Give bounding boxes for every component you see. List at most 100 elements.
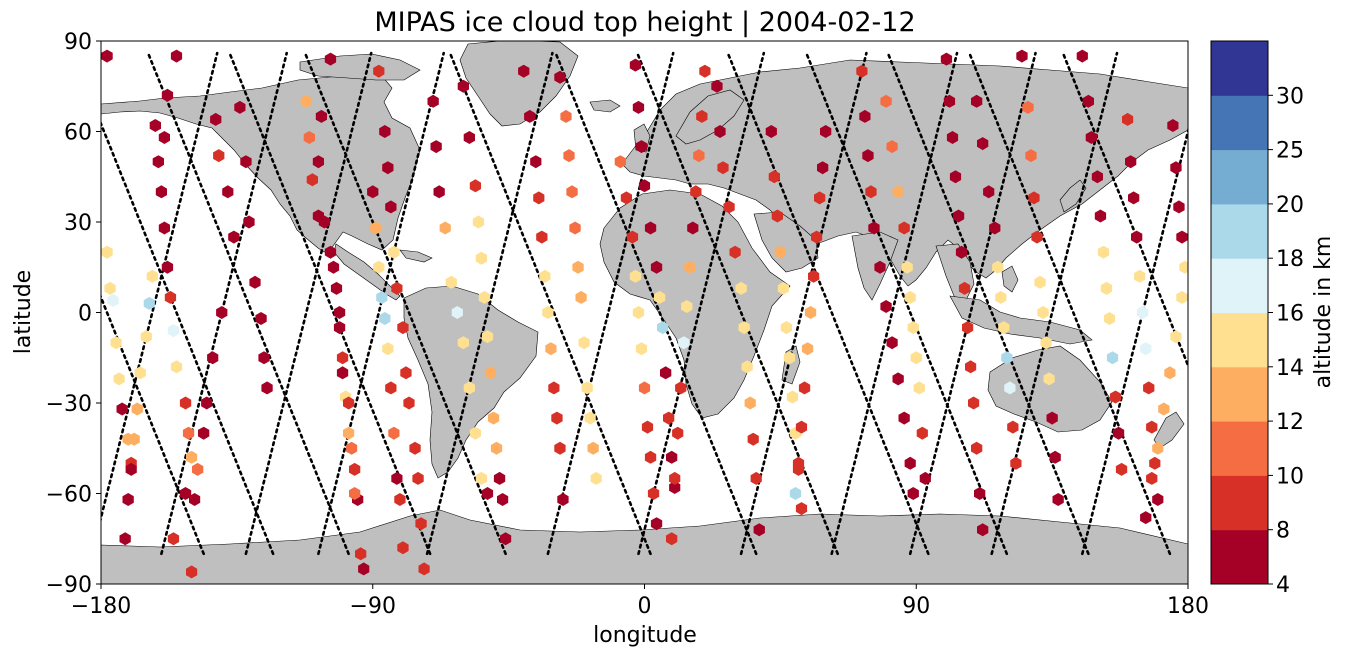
cloud-observation-marker	[243, 215, 255, 229]
cloud-observation-marker	[490, 441, 503, 455]
cloud-observation-marker	[258, 351, 270, 365]
cloud-observation-marker	[234, 100, 246, 114]
landmass-new-zealand	[1153, 411, 1185, 449]
cloud-observation-marker	[125, 462, 137, 476]
cloud-observation-marker	[107, 293, 119, 307]
cloud-observation-marker	[1097, 245, 1110, 259]
colorbar-segment	[1211, 529, 1268, 585]
cloud-observation-marker	[333, 306, 346, 319]
cloud-observation-marker	[1004, 381, 1016, 395]
cloud-observation-marker	[1094, 209, 1107, 223]
cloud-observation-marker	[792, 456, 805, 470]
cloud-observation-marker	[669, 481, 681, 494]
cloud-observation-marker	[152, 155, 164, 169]
cloud-observation-marker	[472, 215, 485, 229]
cloud-observation-marker	[349, 487, 361, 500]
colorbar-segment	[1211, 95, 1268, 151]
landmass-scandinavia	[675, 89, 745, 145]
cloud-observation-marker	[940, 52, 953, 66]
colorbar-tick-label: 8	[1276, 519, 1290, 544]
x-tick-label: 90	[902, 594, 930, 619]
orbit-track	[101, 293, 205, 556]
cloud-observation-marker	[336, 366, 349, 380]
cloud-observation-marker	[179, 487, 192, 500]
cloud-observation-marker	[892, 372, 904, 386]
x-tick-label: −180	[71, 594, 131, 619]
colorbar-tick-label: 14	[1276, 356, 1304, 381]
cloud-observation-marker	[575, 290, 587, 304]
cloud-observation-marker	[1043, 372, 1055, 386]
cloud-observation-marker	[699, 64, 711, 78]
cloud-observation-marker	[358, 562, 370, 576]
cloud-observation-marker	[910, 351, 922, 365]
cloud-observation-marker	[1031, 230, 1043, 244]
orbit-track	[244, 51, 373, 556]
cloud-observation-marker	[578, 336, 590, 350]
cloud-observation-marker	[1040, 336, 1052, 350]
cloud-observation-marker	[946, 131, 959, 144]
cloud-observation-marker	[569, 221, 581, 235]
cloud-observation-marker	[255, 312, 267, 325]
cloud-observation-marker	[898, 221, 910, 235]
cloud-observation-marker	[536, 230, 548, 244]
cloud-observation-marker	[427, 94, 439, 108]
colorbar-tick-label: 12	[1276, 410, 1304, 435]
cloud-observation-marker	[545, 342, 557, 356]
cloud-observation-marker	[430, 140, 442, 154]
cloud-observation-marker	[560, 109, 572, 123]
cloud-observation-marker	[1128, 191, 1140, 205]
cloud-observation-marker	[1164, 366, 1176, 380]
cloud-observation-marker	[563, 149, 575, 163]
cloud-observation-marker	[983, 185, 995, 199]
cloud-observation-marker	[451, 306, 463, 319]
cloud-observation-marker	[747, 432, 759, 446]
cloud-observation-marker	[632, 100, 645, 114]
cloud-observation-marker	[324, 245, 337, 259]
cloud-observation-marker	[373, 260, 385, 274]
cloud-observation-marker	[1028, 191, 1040, 205]
cloud-observation-marker	[635, 342, 648, 356]
cloud-observation-marker	[584, 411, 596, 425]
y-axis-label: latitude	[11, 270, 36, 354]
cloud-observation-marker	[376, 290, 388, 304]
cloud-observation-marker	[801, 342, 814, 356]
cloud-observation-marker	[1158, 402, 1170, 416]
cloud-observation-marker	[735, 281, 747, 295]
cloud-observation-marker	[1037, 306, 1049, 319]
cloud-observation-marker	[122, 493, 134, 506]
orbit-tracks	[101, 51, 1188, 556]
cloud-observation-marker	[469, 179, 481, 193]
cloud-observation-marker	[146, 269, 158, 283]
colorbar-tick-label: 25	[1276, 139, 1304, 164]
cloud-observation-marker	[542, 306, 554, 319]
cloud-observation-marker	[1152, 493, 1164, 506]
cloud-observation-marker	[660, 366, 672, 380]
cloud-observation-marker	[170, 360, 183, 374]
cloud-observation-marker	[333, 321, 346, 335]
cloud-observation-marker	[101, 49, 113, 63]
cloud-observation-marker	[669, 471, 681, 485]
cloud-observation-marker	[533, 191, 545, 205]
cloud-observation-marker	[907, 321, 919, 335]
colorbar-segment	[1211, 366, 1268, 422]
cloud-observation-marker	[590, 471, 602, 485]
cloud-observation-marker	[551, 411, 563, 425]
cloud-observation-marker	[367, 185, 379, 199]
cloud-observation-marker	[1001, 351, 1013, 365]
cloud-observation-marker	[738, 321, 750, 335]
cloud-observation-marker	[131, 402, 143, 416]
colorbar-segment	[1211, 475, 1268, 531]
cloud-observation-marker	[324, 52, 337, 66]
cloud-observation-marker	[303, 131, 315, 144]
cloud-observation-marker	[548, 381, 560, 395]
landmass-eurasia	[621, 59, 1188, 287]
cloud-observation-marker	[1146, 471, 1158, 485]
cloud-observation-marker	[666, 450, 678, 464]
cloud-observation-marker	[886, 140, 898, 154]
cloud-observation-marker	[1152, 441, 1164, 455]
cloud-observation-marker	[415, 517, 427, 531]
cloud-observation-marker	[370, 221, 382, 235]
cloud-observation-marker	[907, 487, 919, 500]
cloud-observation-marker	[666, 532, 678, 546]
orbit-track	[830, 51, 959, 556]
